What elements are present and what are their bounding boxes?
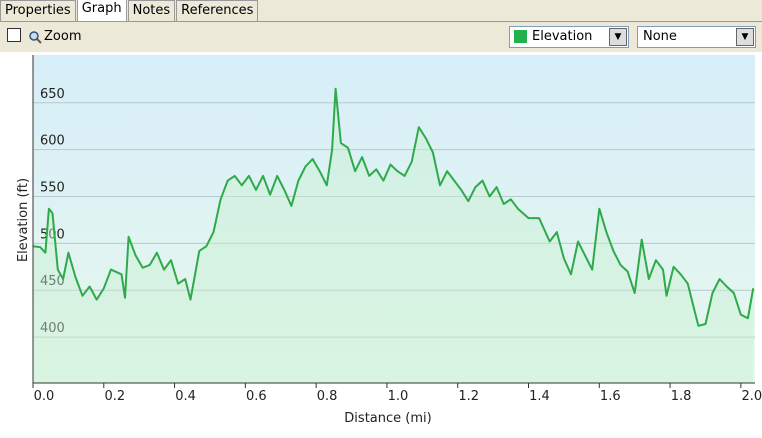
y-axis-label: Elevation (ft)	[16, 178, 31, 262]
toolbar: Zoom Elevation ▼ None ▼	[0, 22, 762, 52]
tab[interactable]: Properties	[0, 0, 76, 21]
x-tick-label: 0.4	[175, 389, 196, 404]
y-tick-label: 600	[40, 134, 65, 149]
x-tick-label: 1.4	[529, 389, 550, 404]
elevation-line	[32, 87, 755, 327]
zoom-icon	[29, 31, 42, 44]
x-tick-label: 1.2	[458, 389, 479, 404]
chart: Distance (mi) Elevation (ft) 40045050055…	[0, 52, 762, 438]
x-tick-label: 1.0	[388, 389, 409, 404]
zoom-label: Zoom	[44, 29, 82, 44]
tab[interactable]: References	[176, 0, 259, 21]
x-tick-label: 1.8	[671, 389, 692, 404]
compare-select[interactable]: None ▼	[637, 26, 756, 48]
compare-select-text: None	[643, 29, 677, 44]
plot-area	[33, 55, 755, 383]
x-tick-label: 0.8	[317, 389, 338, 404]
y-tick-label: 450	[40, 274, 65, 289]
y-tick-label: 550	[40, 181, 65, 196]
x-tick-label: 2.0	[741, 389, 762, 404]
x-axis-label: Distance (mi)	[344, 411, 431, 426]
x-tick-label: 0.6	[246, 389, 267, 404]
tab-bar: Properties Graph Notes References	[0, 0, 762, 22]
area	[33, 88, 754, 383]
x-tick-label: 1.6	[600, 389, 621, 404]
series-select[interactable]: Elevation ▼	[509, 26, 629, 48]
y-tick-label: 400	[40, 321, 65, 336]
y-tick-label: 650	[40, 87, 65, 102]
tab[interactable]: Notes	[127, 0, 176, 21]
x-tick-label: 0.0	[34, 389, 55, 404]
series-select-text: Elevation	[532, 29, 593, 44]
tab[interactable]: Graph	[76, 0, 127, 21]
x-tick-label: 0.2	[104, 389, 125, 404]
zoom-checkbox[interactable]	[7, 28, 21, 42]
